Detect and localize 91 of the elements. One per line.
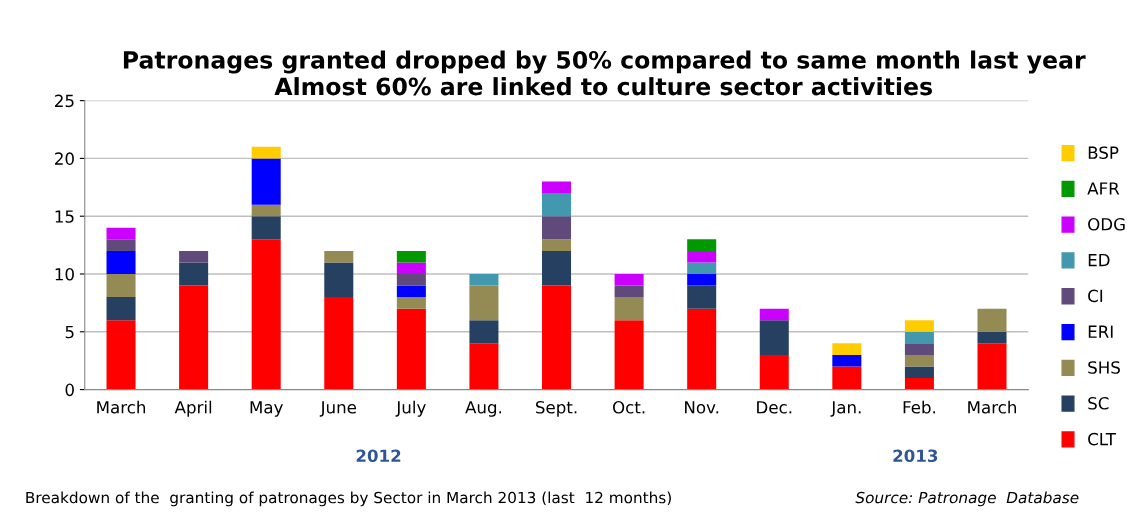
bar <box>904 354 934 367</box>
x-tick-label: Dec. <box>757 401 792 414</box>
bar <box>251 204 281 217</box>
x-tick-label: Aug. <box>465 401 502 417</box>
bar <box>977 331 1007 344</box>
bar <box>904 331 934 344</box>
y-tick-label: 5 <box>65 325 74 339</box>
source-note: Source: Patronage Database <box>855 491 1079 507</box>
bar <box>832 354 862 367</box>
text: 2013 <box>893 449 938 463</box>
legend-label: CI <box>1088 289 1103 303</box>
bar <box>396 274 426 286</box>
bar <box>106 320 136 390</box>
bar <box>324 297 354 390</box>
y-tick-label: 25 <box>55 94 74 108</box>
bar <box>324 250 354 263</box>
bar <box>977 343 1007 390</box>
legend-label: BSP <box>1088 146 1119 159</box>
y-tick-label: 15 <box>55 210 74 223</box>
x-tick-label: Feb. <box>903 400 936 414</box>
x-tick-label: Nov. <box>685 401 719 414</box>
bar <box>904 366 934 379</box>
bar <box>687 239 717 251</box>
legend-label: AFR <box>1087 182 1120 195</box>
x-tick-label: March <box>97 400 146 414</box>
bar <box>687 308 717 390</box>
bar <box>687 274 717 286</box>
legend-label: SHS <box>1088 361 1120 374</box>
bar <box>179 262 209 286</box>
legend-label: CLT <box>1088 432 1117 446</box>
bar <box>614 274 644 286</box>
bar <box>542 216 572 240</box>
y-tick-label: 10 <box>55 267 74 281</box>
bar <box>759 308 789 321</box>
x-tick-label: Jan. <box>830 401 861 417</box>
y-tick-label: 20 <box>55 152 74 165</box>
legend-label: ODG <box>1088 217 1125 231</box>
bar <box>469 343 499 390</box>
bar <box>542 193 572 217</box>
legend-label: ED <box>1088 254 1110 267</box>
x-tick-label: Oct. <box>612 400 645 414</box>
bar <box>106 297 136 321</box>
bar <box>469 320 499 344</box>
bar <box>396 285 426 298</box>
bar <box>904 378 934 390</box>
bar <box>251 216 281 240</box>
bar <box>106 274 136 298</box>
bar <box>759 320 789 355</box>
bar <box>614 285 644 298</box>
text: Breakdown of the granting of patronages by Sector in March 2013 (last 12 months) <box>26 491 671 507</box>
x-tick-label: June <box>319 401 357 417</box>
bar <box>251 239 281 390</box>
bar <box>542 239 572 251</box>
bar <box>904 320 934 332</box>
bar <box>396 250 426 263</box>
bar <box>324 262 354 298</box>
bar <box>614 297 644 321</box>
bar <box>614 320 644 390</box>
bar <box>469 274 499 286</box>
bar <box>542 181 572 194</box>
legend-label: SC <box>1088 396 1109 410</box>
bar <box>687 262 717 274</box>
bar <box>179 250 209 263</box>
x-tick-label: Sept. <box>536 400 577 417</box>
bar <box>977 308 1007 332</box>
y-tick-label: 0 <box>65 383 74 397</box>
legend-label: ERI <box>1088 325 1113 338</box>
bar <box>687 250 717 263</box>
bar <box>106 239 136 251</box>
bar <box>542 285 572 390</box>
bar <box>687 285 717 309</box>
text: 2012 <box>356 449 401 463</box>
bar <box>106 250 136 274</box>
bar <box>832 343 862 355</box>
chart-title: Patronages granted dropped by 50% compared to same month last year Almost 60% are linked to culture sector activities <box>123 50 1086 96</box>
bar <box>179 285 209 390</box>
x-tick-label: March <box>968 400 1016 414</box>
bar <box>759 354 789 390</box>
bar <box>396 262 426 274</box>
x-tick-label: July <box>395 400 426 417</box>
x-tick-label: May <box>250 401 283 417</box>
bar <box>396 297 426 309</box>
bar <box>542 250 572 286</box>
bar <box>251 158 281 205</box>
bar <box>396 308 426 390</box>
bar <box>469 285 499 321</box>
bar <box>251 146 281 159</box>
bar <box>106 227 136 240</box>
bar <box>832 366 862 390</box>
x-tick-label: April <box>174 400 212 417</box>
bar <box>904 343 934 355</box>
